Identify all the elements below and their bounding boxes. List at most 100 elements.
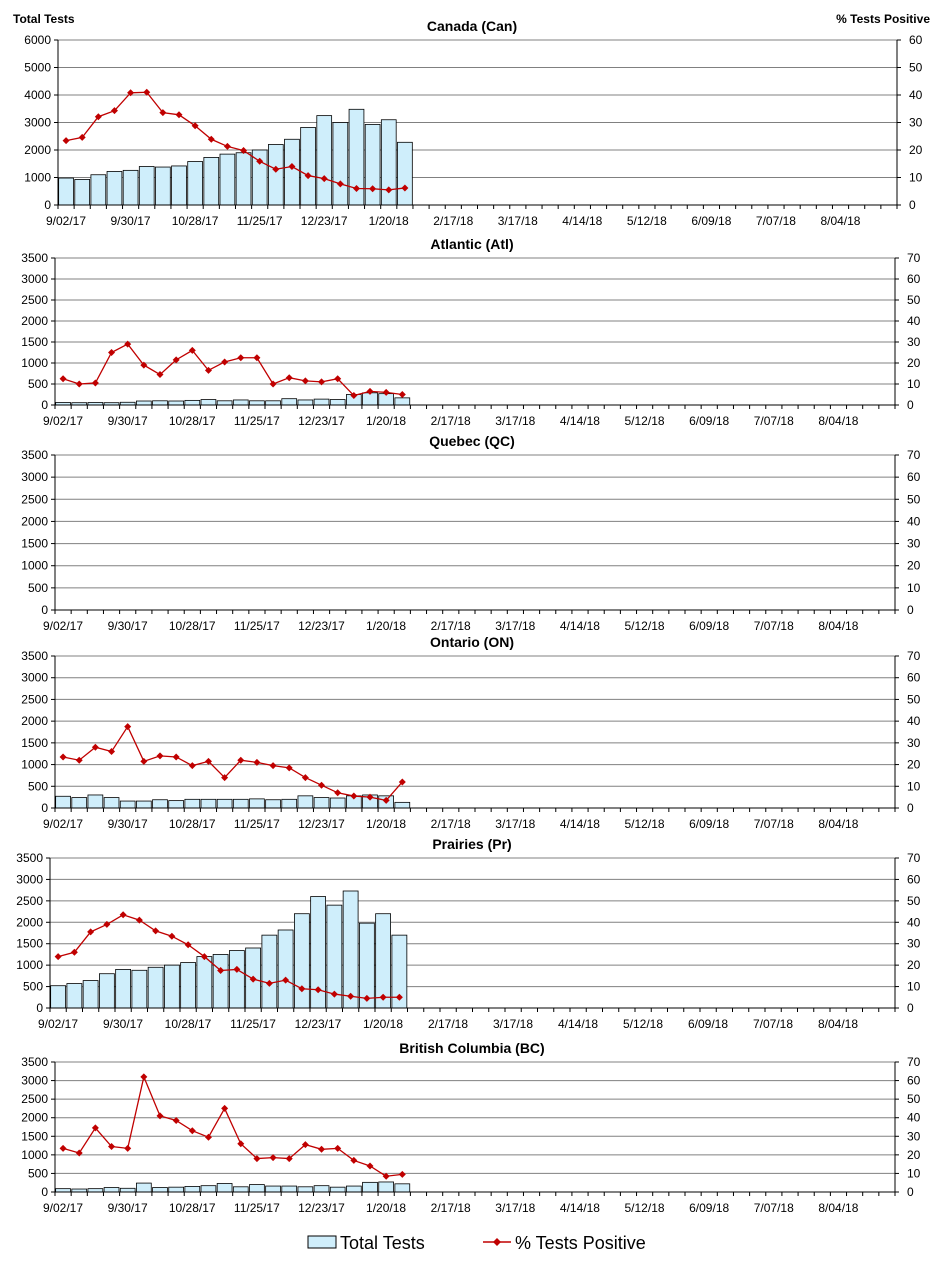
y2-tick-label: 30: [907, 537, 921, 551]
x-tick-label: 11/25/17: [230, 1017, 276, 1031]
chart-title: Atlantic (Atl): [430, 236, 513, 252]
chart-title: British Columbia (BC): [399, 1040, 544, 1056]
positivity-line: [62, 725, 403, 802]
left-axis-header: Total Tests: [13, 12, 75, 26]
positivity-point: [103, 920, 111, 928]
positivity-point: [59, 753, 67, 761]
x-tick-label: 6/09/18: [689, 1201, 729, 1215]
x-tick-label: 11/25/17: [237, 214, 283, 228]
y2-tick-label: 60: [907, 272, 921, 286]
y-tick-label: 500: [23, 980, 43, 994]
y-tick-label: 2500: [21, 1092, 48, 1106]
positivity-point: [347, 992, 355, 1000]
y-tick-label: 3500: [21, 649, 48, 663]
bar: [184, 1186, 201, 1193]
positivity-point: [334, 1144, 342, 1152]
x-tick-label: 6/09/18: [688, 1017, 728, 1031]
positivity-point: [237, 1140, 245, 1148]
bar: [267, 144, 284, 206]
bar: [66, 983, 83, 1009]
y-tick-label: 500: [28, 779, 48, 793]
y-tick-label: 500: [28, 581, 48, 595]
bar: [297, 795, 314, 809]
bar: [187, 161, 203, 206]
bar: [265, 1185, 281, 1193]
y2-tick-label: 40: [907, 915, 921, 929]
bar: [313, 398, 330, 406]
positivity-point: [253, 1155, 261, 1163]
positivity-point: [285, 764, 293, 772]
bar: [55, 1188, 71, 1193]
legend: Total Tests % Tests Positive: [0, 1228, 944, 1258]
x-tick-label: 9/30/17: [103, 1017, 143, 1031]
x-tick-label: 10/28/17: [169, 619, 216, 633]
x-tick-label: 3/17/18: [495, 817, 535, 831]
positivity-point: [59, 375, 67, 383]
chart-2: 0 500 1000 1500 2000 2500 3000 3500 0 10 20 30 40 50 6…: [21, 236, 920, 428]
y-tick-label: 3000: [21, 1074, 48, 1088]
positivity-point: [94, 113, 102, 121]
positivity-point: [91, 1124, 99, 1132]
positivity-point: [249, 975, 257, 983]
y-tick-label: 500: [28, 1166, 48, 1180]
positivity-line: [57, 914, 400, 1000]
positivity-point: [366, 1162, 374, 1170]
positivity-point: [188, 346, 196, 354]
x-tick-label: 9/02/17: [43, 619, 83, 633]
x-tick-label: 8/04/18: [818, 1201, 858, 1215]
chart-3: 0 500 1000 1500 2000 2500 3000 3500 0 10 20 30 40 50 6…: [21, 433, 920, 633]
x-tick-label: 6/09/18: [689, 619, 729, 633]
positivity-point: [301, 377, 309, 385]
bar: [119, 800, 136, 809]
chart-6: 0 500 1000 1500 2000 2500 3000 3500 0 10 20 30 40 50 6…: [21, 1040, 920, 1215]
x-tick-label: 1/20/18: [363, 1017, 403, 1031]
bar: [362, 1181, 378, 1193]
y2-tick-label: 50: [907, 692, 921, 706]
positivity-point: [156, 371, 164, 379]
x-tick-label: 4/14/18: [560, 619, 600, 633]
y2-tick-label: 10: [907, 581, 921, 595]
x-tick-label: 5/12/18: [623, 1017, 663, 1031]
y2-tick-label: 60: [907, 872, 921, 886]
positivity-point: [395, 993, 403, 1001]
x-tick-label: 7/07/18: [754, 1201, 794, 1215]
y-tick-label: 2500: [21, 293, 48, 307]
bar: [394, 1183, 411, 1193]
x-tick-label: 5/12/18: [627, 214, 667, 228]
y-tick-label: 3000: [21, 470, 48, 484]
y-tick-label: 1500: [21, 537, 48, 551]
y2-tick-label: 10: [907, 779, 921, 793]
x-tick-label: 3/17/18: [498, 214, 538, 228]
positivity-point: [91, 379, 99, 387]
bar: [281, 1185, 298, 1193]
positivity-point: [269, 380, 277, 388]
bar: [228, 950, 245, 1009]
x-tick-label: 1/20/18: [366, 1201, 406, 1215]
x-tick-label: 12/23/17: [298, 1201, 345, 1215]
positivity-point: [75, 380, 83, 388]
y2-tick-label: 40: [907, 714, 921, 728]
y2-tick-label: 10: [907, 980, 921, 994]
bar: [394, 801, 411, 809]
y-tick-label: 2000: [16, 915, 43, 929]
bar: [131, 969, 148, 1009]
positivity-point: [87, 928, 95, 936]
positivity-point: [334, 375, 342, 383]
positivity-point: [188, 1127, 196, 1135]
bar: [293, 913, 310, 1009]
positivity-point: [352, 185, 360, 192]
legend-bar-swatch: [307, 1235, 337, 1249]
positivity-point: [143, 88, 151, 96]
positivity-point: [285, 374, 293, 382]
bar: [249, 1184, 265, 1193]
positivity-point: [301, 1141, 309, 1149]
positivity-point: [108, 349, 116, 356]
y-tick-label: 3000: [21, 671, 48, 685]
x-tick-label: 7/07/18: [754, 817, 794, 831]
positivity-point: [382, 1172, 390, 1180]
bar: [136, 800, 152, 809]
y-tick-label: 0: [41, 603, 48, 617]
positivity-point: [269, 762, 277, 770]
x-tick-label: 7/07/18: [754, 414, 794, 428]
y2-tick-label: 70: [907, 448, 921, 462]
